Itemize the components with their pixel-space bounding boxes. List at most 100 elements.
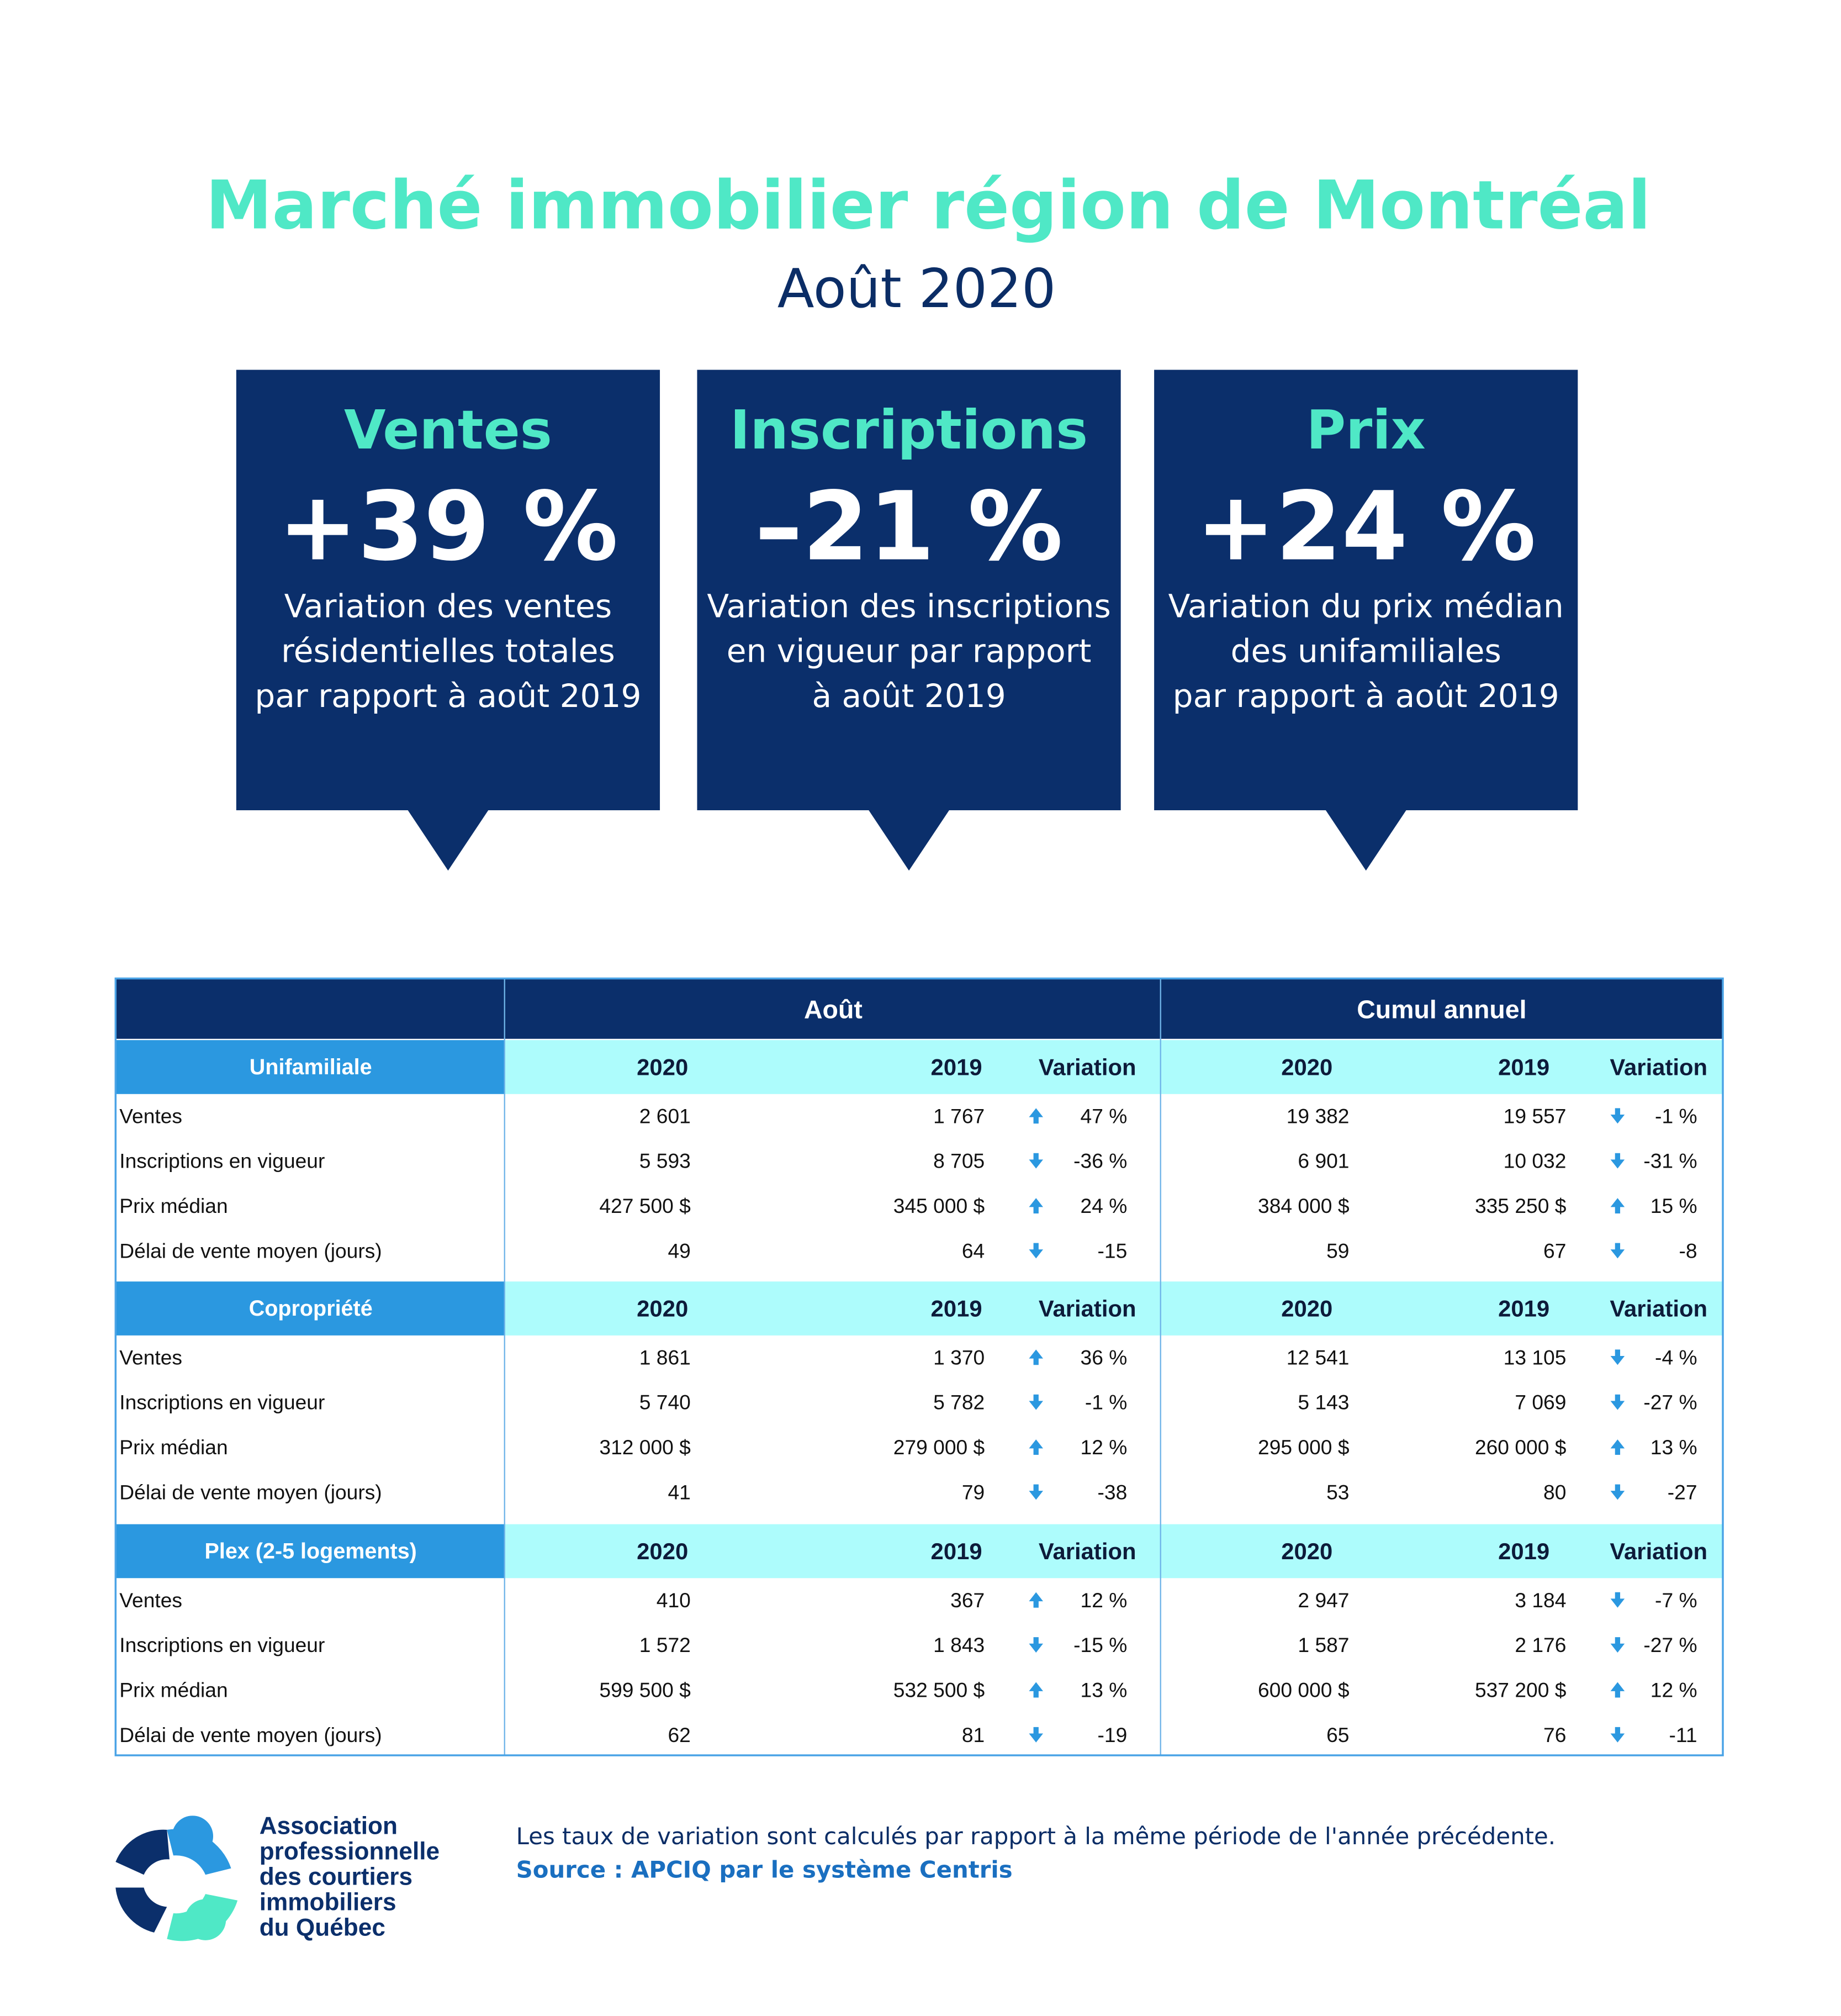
- cell: 13 %: [1081, 1678, 1128, 1701]
- footnote: Les taux de variation sont calculés par …: [516, 1823, 1556, 1850]
- logo-text: professionnelle: [260, 1838, 440, 1865]
- cell: 47 %: [1081, 1104, 1128, 1127]
- title: Marché immobilier région de Montréal: [205, 166, 1650, 244]
- card-pointer: [1325, 809, 1408, 871]
- cell: -15: [1098, 1239, 1128, 1262]
- cell: 279 000 $: [893, 1436, 985, 1459]
- column-header: 2020: [1281, 1054, 1332, 1080]
- row-label: Inscriptions en vigueur: [119, 1633, 325, 1656]
- card: [1154, 370, 1578, 810]
- cell: -1 %: [1655, 1104, 1697, 1127]
- cell: -19: [1098, 1723, 1128, 1746]
- cell: 5 782: [933, 1391, 985, 1414]
- cell: 64: [962, 1239, 985, 1262]
- section-label-cell: [115, 1524, 505, 1579]
- subtitle: Août 2020: [777, 257, 1056, 320]
- trend-arrow: [1610, 1592, 1625, 1608]
- column-header: Variation: [1039, 1538, 1136, 1564]
- cell: 24 %: [1081, 1194, 1128, 1217]
- cell: 80: [1543, 1480, 1566, 1503]
- trend-arrow: [1029, 1198, 1044, 1213]
- cell: -15 %: [1073, 1633, 1127, 1656]
- card-description: résidentielles totales: [281, 632, 615, 670]
- cell: 6 901: [1298, 1149, 1349, 1173]
- card-pointer: [407, 809, 489, 871]
- logo-text: immobiliers: [260, 1889, 396, 1916]
- trend-arrow: [1610, 1637, 1625, 1653]
- row-label: Ventes: [119, 1588, 182, 1612]
- section-name: Unifamiliale: [250, 1055, 372, 1079]
- cell: -1 %: [1085, 1391, 1127, 1414]
- trend-arrow: [1610, 1243, 1625, 1259]
- cell: 2 176: [1515, 1633, 1566, 1656]
- trend-arrow: [1610, 1153, 1625, 1169]
- card-description: par rapport à août 2019: [1173, 677, 1559, 715]
- group-header: Août: [804, 995, 863, 1023]
- cell: 7 069: [1515, 1391, 1566, 1414]
- cell: 1 843: [933, 1633, 985, 1656]
- cell: 312 000 $: [599, 1436, 691, 1459]
- cell: 335 250 $: [1475, 1194, 1567, 1217]
- card-value: –21 %: [755, 471, 1063, 582]
- cell: 2 601: [639, 1104, 691, 1127]
- cell: -38: [1098, 1480, 1128, 1503]
- cell: 367: [950, 1588, 985, 1612]
- trend-arrow: [1610, 1727, 1625, 1743]
- card-value: +24 %: [1196, 471, 1536, 582]
- cell: 81: [962, 1723, 985, 1746]
- cell: 5 740: [639, 1391, 691, 1414]
- cell: 2 947: [1298, 1588, 1349, 1612]
- logo-text: du Québec: [260, 1914, 385, 1941]
- cell: 13 105: [1504, 1345, 1567, 1369]
- column-header: Variation: [1039, 1296, 1136, 1322]
- row-label: Inscriptions en vigueur: [119, 1149, 325, 1173]
- logo-text: des courtiers: [260, 1863, 412, 1890]
- source: Source : APCIQ par le système Centris: [516, 1856, 1013, 1883]
- trend-arrow: [1029, 1592, 1044, 1608]
- trend-arrow: [1029, 1243, 1044, 1259]
- column-header: 2019: [931, 1538, 982, 1564]
- cell: 345 000 $: [893, 1194, 985, 1217]
- cell: 532 500 $: [893, 1678, 985, 1701]
- row-label: Ventes: [119, 1104, 182, 1127]
- cell: 65: [1326, 1723, 1349, 1746]
- cell: -27 %: [1643, 1391, 1697, 1414]
- cell: 15 %: [1650, 1194, 1697, 1217]
- trend-arrow: [1029, 1439, 1044, 1455]
- cell: 600 000 $: [1258, 1678, 1350, 1701]
- card-value: +39 %: [278, 471, 618, 582]
- section-band: [504, 1040, 1723, 1094]
- section-band: [504, 1524, 1723, 1579]
- cell: 79: [962, 1480, 985, 1503]
- cell: 36 %: [1081, 1345, 1128, 1369]
- section-name: Copropriété: [249, 1296, 373, 1321]
- logo-text: Association: [260, 1812, 398, 1839]
- cell: 1 370: [933, 1345, 985, 1369]
- column-header: 2019: [931, 1054, 982, 1080]
- cell: 41: [668, 1480, 690, 1503]
- cell: 13 %: [1650, 1436, 1697, 1459]
- column-header: 2020: [637, 1296, 688, 1322]
- cell: 19 557: [1504, 1104, 1567, 1127]
- trend-arrow: [1610, 1349, 1625, 1365]
- column-header: 2020: [1281, 1296, 1332, 1322]
- trend-arrow: [1610, 1439, 1625, 1455]
- cell: 53: [1326, 1480, 1349, 1503]
- cell: 260 000 $: [1475, 1436, 1567, 1459]
- cell: 62: [668, 1723, 690, 1746]
- card-description: à août 2019: [812, 677, 1006, 715]
- trend-arrow: [1029, 1349, 1044, 1365]
- cell: -31 %: [1643, 1149, 1697, 1173]
- cell: 537 200 $: [1475, 1678, 1567, 1701]
- cell: -4 %: [1655, 1345, 1697, 1369]
- cell: 295 000 $: [1258, 1436, 1350, 1459]
- card-title: Inscriptions: [730, 399, 1088, 462]
- card-description: en vigueur par rapport: [727, 632, 1092, 670]
- card: [697, 370, 1121, 810]
- card-pointer: [867, 809, 950, 871]
- row-label: Délai de vente moyen (jours): [119, 1723, 382, 1746]
- table-header: [115, 978, 1723, 1039]
- cell: 384 000 $: [1258, 1194, 1350, 1217]
- card-description: Variation du prix médian: [1168, 587, 1564, 625]
